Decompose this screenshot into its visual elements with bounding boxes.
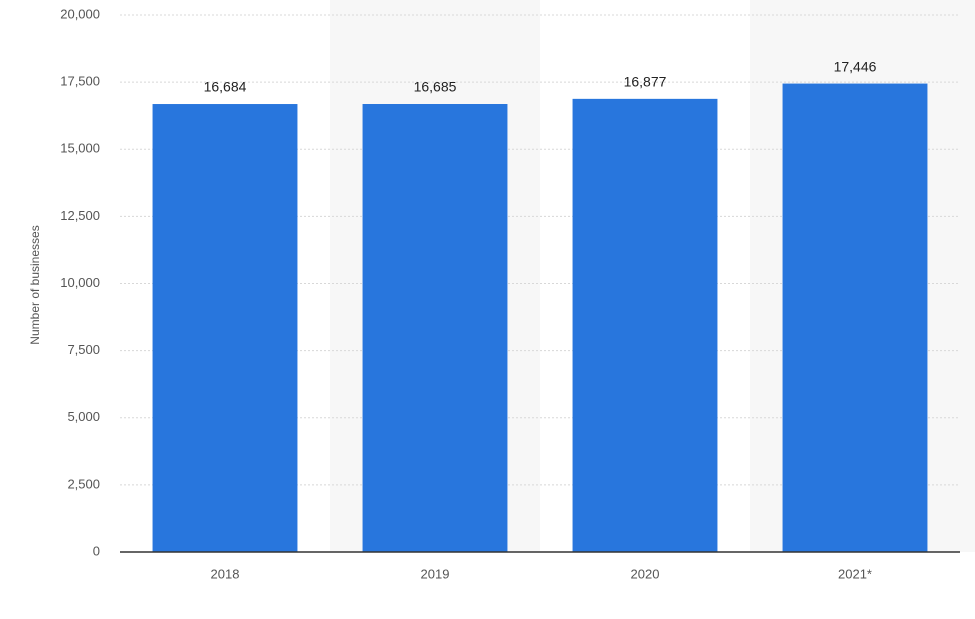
bar [362, 104, 508, 552]
x-tick-label: 2020 [631, 566, 660, 581]
y-tick-label: 2,500 [67, 476, 100, 491]
y-tick-label: 10,000 [60, 275, 100, 290]
y-tick-label: 7,500 [67, 342, 100, 357]
value-label: 16,685 [414, 79, 457, 95]
x-tick-label: 2021* [838, 566, 872, 581]
y-axis-label: Number of businesses [28, 225, 42, 344]
value-label: 17,446 [834, 58, 877, 74]
y-tick-label: 17,500 [60, 74, 100, 89]
value-label: 16,877 [624, 74, 667, 90]
y-tick-label: 5,000 [67, 409, 100, 424]
y-tick-label: 20,000 [60, 6, 100, 21]
bar [152, 104, 298, 552]
bar [782, 83, 928, 553]
x-tick-label: 2019 [421, 566, 450, 581]
y-tick-label: 0 [93, 543, 100, 558]
y-tick-label: 12,500 [60, 208, 100, 223]
value-label: 16,684 [204, 79, 247, 95]
bar [572, 98, 718, 553]
y-tick-label: 15,000 [60, 141, 100, 156]
x-tick-label: 2018 [211, 566, 240, 581]
